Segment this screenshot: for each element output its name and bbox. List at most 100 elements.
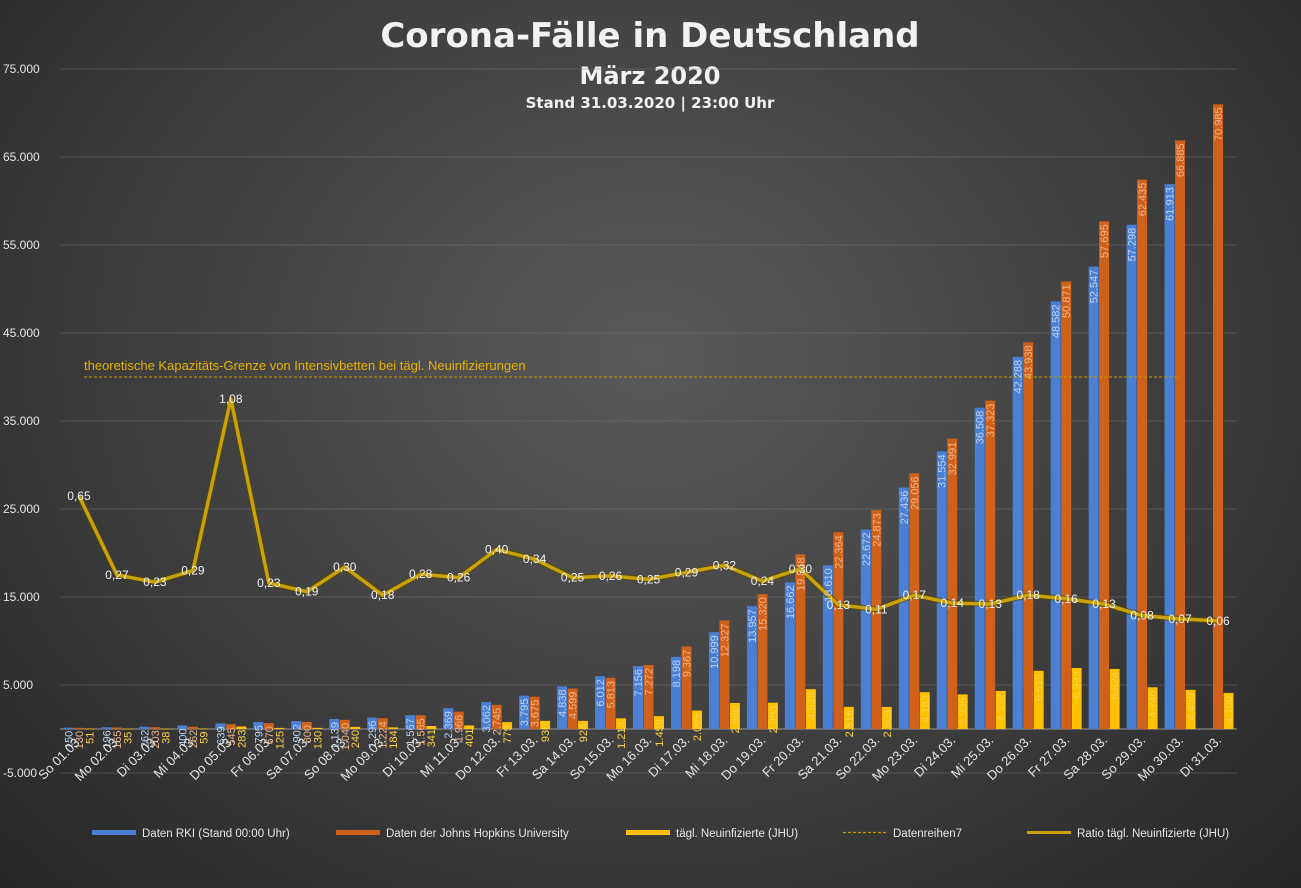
- bar-value-label: 22.364: [833, 535, 845, 569]
- bar-value-label: 42.288: [1013, 360, 1025, 394]
- bar-value-label: 1.040: [340, 723, 352, 751]
- bar-value-label: 19.848: [795, 557, 807, 591]
- bar-value-label: 924: [578, 724, 590, 742]
- bar-value-label: 639: [215, 726, 227, 744]
- bar-value-label: 1.565: [416, 718, 428, 746]
- bar-value-label: 1.296: [367, 721, 379, 749]
- bar-new-cases: [350, 726, 361, 729]
- ratio-value-label: 0,26: [447, 571, 471, 585]
- ratio-value-label: 0,25: [561, 571, 585, 585]
- ratio-value-label: 0,06: [1206, 614, 1230, 628]
- bar-rki: [367, 717, 378, 729]
- bar-value-label: 12.327: [719, 624, 731, 658]
- bar-value-label: 31.554: [937, 454, 949, 488]
- bar-value-label: 48.582: [1051, 304, 1063, 338]
- bar-jhu: [111, 727, 122, 729]
- bar-value-label: 196: [101, 730, 113, 748]
- bar-value-label: 50.871: [1061, 284, 1073, 318]
- bar-new-cases: [995, 690, 1006, 729]
- bar-rki: [215, 723, 226, 729]
- bar-value-label: 2.993: [768, 706, 780, 734]
- bar-value-label: 52.547: [1089, 270, 1101, 304]
- bar-value-label: 262: [188, 730, 200, 748]
- bar-new-cases: [919, 692, 930, 729]
- bar-rki: [746, 606, 757, 729]
- legend-swatch: [626, 830, 670, 835]
- bar-value-label: 150: [63, 731, 75, 749]
- chart-title: Corona-Fälle in Deutschland: [380, 16, 919, 56]
- bar-jhu: [871, 510, 882, 729]
- bar-value-label: 57.695: [1099, 224, 1111, 258]
- bar-value-label: 3.935: [958, 697, 970, 725]
- bar-new-cases: [274, 727, 285, 729]
- bar-value-label: 1.214: [616, 721, 628, 749]
- bar-rki: [405, 715, 416, 729]
- bar-value-label: 66.885: [1175, 143, 1187, 177]
- bar-value-label: 7.272: [644, 668, 656, 696]
- bar-rki: [443, 708, 454, 729]
- bar-jhu: [263, 723, 274, 729]
- bar-jhu: [605, 677, 616, 729]
- bar-jhu: [1023, 342, 1034, 729]
- bar-rki: [291, 721, 302, 729]
- y-tick-label: 15.000: [3, 590, 40, 604]
- bar-value-label: 4.450: [1186, 693, 1198, 721]
- bar-value-label: 4.740: [1148, 690, 1160, 718]
- bar-new-cases: [540, 720, 551, 729]
- bar-value-label: 2.745: [492, 708, 504, 736]
- bar-value-label: 400: [177, 728, 189, 746]
- bar-value-label: 61.913: [1165, 187, 1177, 221]
- ratio-line-path: [77, 397, 1219, 623]
- bar-value-label: 3.795: [519, 699, 531, 727]
- bar-new-cases: [1185, 689, 1196, 729]
- bar-value-label: 3.062: [481, 705, 493, 733]
- ratio-value-label: 0,11: [865, 602, 888, 616]
- y-tick-label: 35.000: [3, 414, 40, 428]
- bar-jhu: [415, 715, 426, 729]
- bar-new-cases: [729, 702, 740, 729]
- bar-value-label: 3.675: [530, 700, 542, 728]
- bar-rki: [1050, 301, 1061, 729]
- bar-value-label: 779: [502, 725, 514, 743]
- y-tick-label: 75.000: [3, 62, 40, 76]
- bar-jhu: [567, 688, 578, 729]
- bar-value-label: 38: [160, 732, 172, 744]
- bar-rki: [63, 727, 74, 729]
- bar-jhu: [1213, 104, 1224, 729]
- bar-rki: [708, 632, 719, 729]
- y-axis: -5.000 5.000 15.000 25.000 35.000 45.000 55.00…: [3, 62, 40, 780]
- legend-label: Daten der Johns Hopkins University: [386, 828, 569, 840]
- ratio-line: [76, 396, 1219, 624]
- legend-swatch: [336, 830, 380, 835]
- bar-value-label: 37.323: [985, 404, 997, 438]
- bar-jhu: [757, 594, 768, 729]
- bar-rki: [633, 666, 643, 729]
- bar-value-label: 35: [122, 732, 134, 744]
- y-tick-label: 65.000: [3, 150, 40, 164]
- ratio-value-label: 0,23: [257, 576, 281, 590]
- bar-jhu: [339, 719, 350, 729]
- bar-new-cases: [578, 720, 589, 729]
- bar-value-label: 545: [226, 727, 238, 745]
- bar-value-label: 1.567: [405, 718, 417, 746]
- bar-value-label: 6.824: [1110, 672, 1122, 700]
- bar-jhu: [529, 696, 540, 729]
- ratio-value-label: 0,27: [105, 568, 129, 582]
- ratio-value-label: 0,13: [1092, 597, 1116, 611]
- bar-rki: [557, 686, 568, 729]
- y-tick-label: 55.000: [3, 238, 40, 252]
- bar-rki: [860, 529, 871, 729]
- bar-jhu: [187, 726, 198, 729]
- ratio-value-label: 0,32: [713, 558, 737, 572]
- bar-new-cases: [236, 726, 247, 729]
- bar-value-label: 800: [302, 725, 314, 743]
- ratio-value-label: 0,29: [675, 565, 699, 579]
- bar-new-cases: [388, 727, 399, 729]
- ratio-value-label: 0,13: [827, 598, 851, 612]
- legend-label: Daten RKI (Stand 00:00 Uhr): [142, 828, 290, 840]
- bar-jhu: [719, 620, 730, 729]
- bar-new-cases: [654, 716, 664, 729]
- bar-value-label: 6.012: [595, 679, 607, 707]
- ratio-value-label: 1,08: [219, 392, 243, 406]
